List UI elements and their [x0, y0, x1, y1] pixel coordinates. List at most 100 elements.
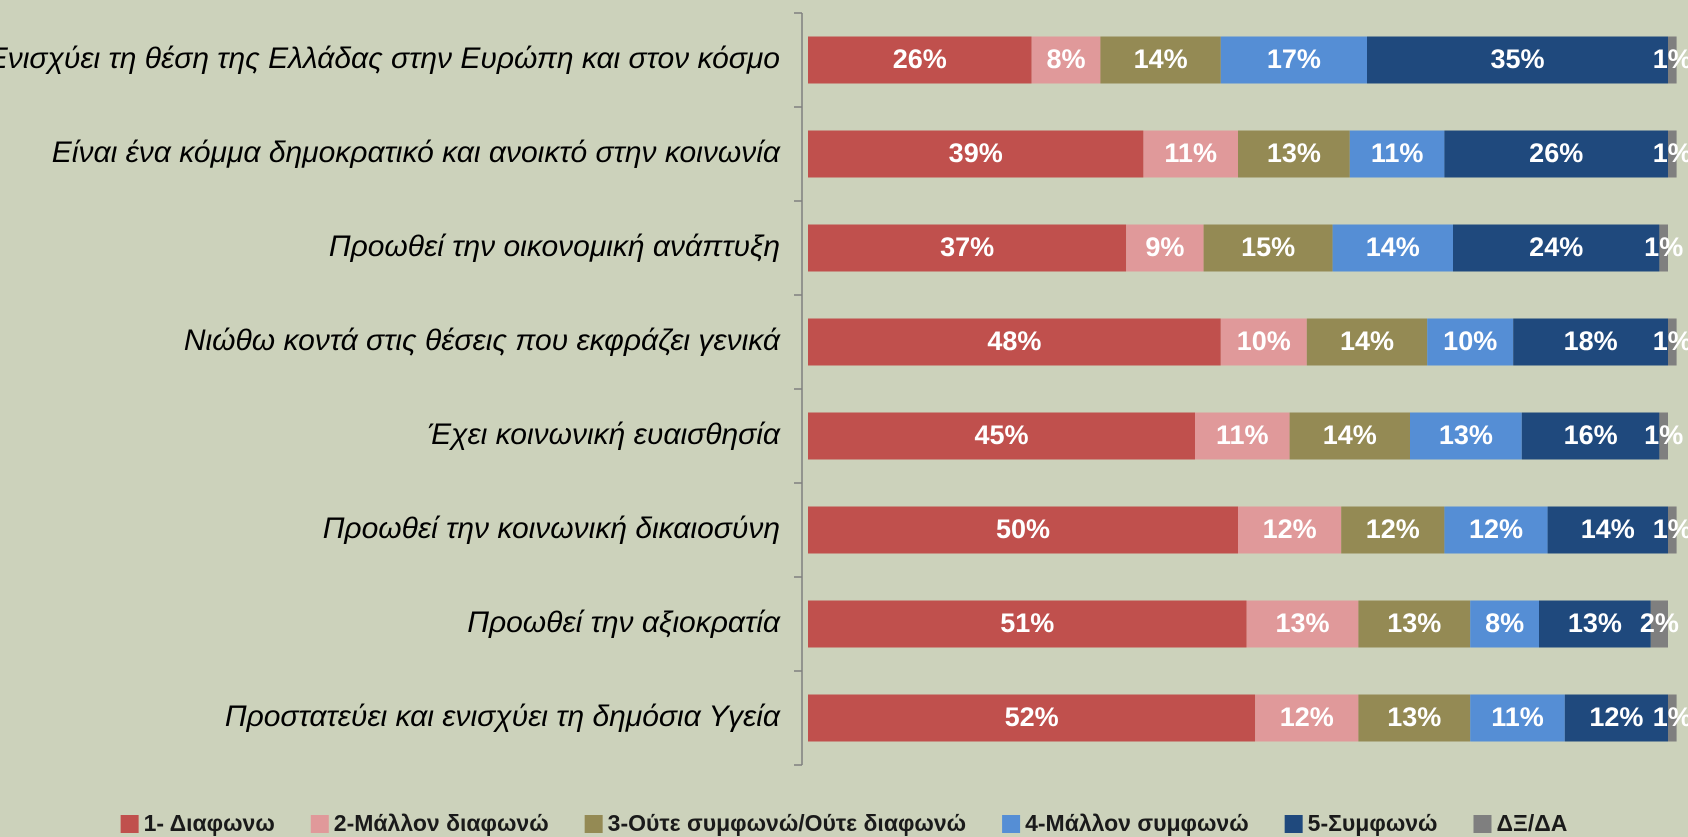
bar-segment: [1220, 36, 1367, 84]
value-label: 13%: [1387, 702, 1441, 732]
bar-segment: [808, 694, 1256, 742]
bar-segment: [1444, 130, 1668, 178]
bar-segment: [1238, 506, 1342, 554]
value-label: 1%: [1644, 232, 1683, 262]
bar-segment: [1255, 694, 1359, 742]
value-label: 1%: [1653, 138, 1688, 168]
value-label: 15%: [1241, 232, 1295, 262]
bar-segment: [1513, 318, 1668, 366]
bar-segment: [1659, 224, 1668, 272]
category-label: Προωθεί την αξιοκρατία: [467, 606, 781, 639]
bar-segment: [1332, 224, 1453, 272]
value-label: 16%: [1564, 420, 1618, 450]
value-label: 11%: [1216, 420, 1269, 450]
bar-segment: [1203, 224, 1333, 272]
bar-segment: [1668, 130, 1677, 178]
bar-segment: [1668, 506, 1677, 554]
bar-segment: [1427, 318, 1514, 366]
value-label: 13%: [1568, 608, 1622, 638]
legend-swatch: [310, 815, 329, 833]
category-label: Έχει κοινωνική ευαισθησία: [427, 418, 780, 451]
bar-segment: [1238, 130, 1350, 178]
value-label: 24%: [1529, 232, 1583, 262]
value-label: 12%: [1366, 514, 1420, 544]
bar-segment: [1031, 36, 1101, 84]
bar-segment: [1564, 694, 1668, 742]
bar-segment: [1668, 694, 1677, 742]
value-label: 13%: [1275, 608, 1329, 638]
category-label: Ενισχύει τη θέση της Ελλάδας στην Ευρώπη…: [0, 42, 780, 75]
bar-segment: [808, 224, 1127, 272]
value-label: 48%: [987, 326, 1041, 356]
value-label: 26%: [893, 44, 947, 74]
value-label: 1%: [1644, 420, 1683, 450]
bar-segment: [808, 130, 1144, 178]
value-label: 18%: [1564, 326, 1618, 356]
value-label: 9%: [1145, 232, 1184, 262]
bar-segment: [808, 412, 1195, 460]
bar-segment: [1453, 224, 1660, 272]
category-label: Είναι ένα κόμμα δημοκρατικό και ανοικτό …: [52, 136, 781, 169]
bar-segment: [1143, 130, 1238, 178]
category-label: Προωθεί την οικονομική ανάπτυξη: [329, 230, 780, 263]
bar-segment: [1659, 412, 1668, 460]
value-label: 11%: [1371, 138, 1424, 168]
value-label: 37%: [940, 232, 994, 262]
value-label: 2%: [1640, 608, 1679, 638]
bar-segment: [1668, 36, 1677, 84]
value-label: 13%: [1439, 420, 1493, 450]
value-label: 1%: [1653, 326, 1688, 356]
bar-segment: [1539, 600, 1651, 648]
value-label: 26%: [1529, 138, 1583, 168]
bar-segment: [1547, 506, 1668, 554]
bar-segment: [1358, 600, 1471, 648]
value-label: 8%: [1485, 608, 1524, 638]
value-label: 13%: [1387, 608, 1441, 638]
bar-segment: [1521, 412, 1660, 460]
category-label: Νιώθω κοντά στις θέσεις που εκφράζει γεν…: [184, 324, 781, 357]
value-label: 10%: [1443, 326, 1497, 356]
legend-swatch: [584, 815, 603, 833]
value-label: 12%: [1469, 514, 1523, 544]
legend-label: 4-Μάλλον συμφωνώ: [1025, 810, 1249, 836]
value-label: 1%: [1653, 702, 1688, 732]
legend-swatch: [1473, 815, 1492, 833]
value-label: 8%: [1046, 44, 1085, 74]
value-label: 1%: [1653, 44, 1688, 74]
value-label: 14%: [1134, 44, 1188, 74]
value-label: 50%: [996, 514, 1050, 544]
legend-swatch: [1284, 815, 1303, 833]
value-label: 14%: [1581, 514, 1635, 544]
bar-segment: [1470, 694, 1565, 742]
bar-segment: [808, 318, 1221, 366]
legend-label: ΔΞ/ΔΑ: [1496, 810, 1567, 836]
bar-segment: [1349, 130, 1445, 178]
bar-segment: [1358, 694, 1471, 742]
bar-segment: [808, 36, 1032, 84]
legend-label: 1- Διαφωνω: [144, 810, 275, 836]
bar-segment: [1306, 318, 1428, 366]
bar-segment: [1100, 36, 1221, 84]
value-label: 51%: [1000, 608, 1054, 638]
value-label: 39%: [949, 138, 1003, 168]
value-label: 11%: [1491, 702, 1544, 732]
legend-label: 3-Ούτε συμφωνώ/Ούτε διαφωνώ: [608, 810, 966, 836]
value-label: 14%: [1323, 420, 1377, 450]
value-label: 13%: [1267, 138, 1321, 168]
bar-segment: [1220, 318, 1307, 366]
bar-segment: [1650, 600, 1668, 648]
bar-segment: [808, 600, 1247, 648]
value-label: 11%: [1164, 138, 1217, 168]
legend-swatch: [1002, 815, 1021, 833]
value-label: 52%: [1005, 702, 1059, 732]
value-label: 12%: [1280, 702, 1334, 732]
bar-segment: [1668, 318, 1677, 366]
legend-swatch: [120, 815, 139, 833]
value-label: 17%: [1267, 44, 1321, 74]
bar-segment: [1470, 600, 1539, 648]
bar-segment: [1444, 506, 1548, 554]
bar-segment: [1126, 224, 1204, 272]
legend-label: 5-Συμφωνώ: [1308, 810, 1438, 836]
